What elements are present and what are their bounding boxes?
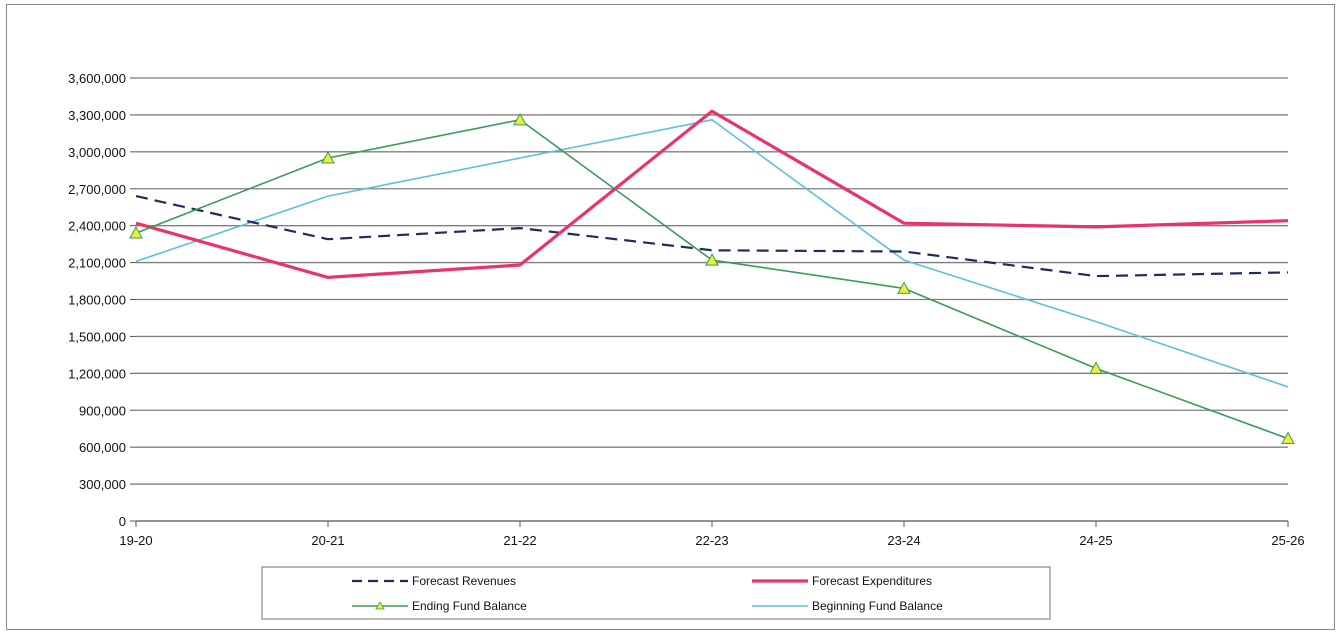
x-tick-label: 25-26 xyxy=(1271,533,1304,548)
x-tick-label: 22-23 xyxy=(695,533,728,548)
legend-label: Forecast Expenditures xyxy=(812,574,932,588)
y-tick-label: 1,200,000 xyxy=(68,366,126,381)
data-point-ending-fund-balance xyxy=(1281,431,1295,445)
x-tick-label: 21-22 xyxy=(503,533,536,548)
x-tick-label: 24-25 xyxy=(1079,533,1112,548)
gridlines xyxy=(136,77,1288,485)
y-axis: 0 300,000 600,000 900,000 1,200,000 1,500,000… xyxy=(68,71,136,529)
y-tick-label: 3,000,000 xyxy=(68,145,126,160)
x-tick-label: 20-21 xyxy=(311,533,344,548)
legend-label: Ending Fund Balance xyxy=(412,599,527,613)
x-axis: 19-20 20-21 21-22 22-23 23-24 24-25 25-26 xyxy=(119,520,1305,548)
y-tick-label: 2,400,000 xyxy=(68,219,126,234)
series-line-ending-fund-balance xyxy=(135,119,1289,440)
legend-label: Forecast Revenues xyxy=(412,574,516,588)
y-tick-label: 2,100,000 xyxy=(68,256,126,271)
y-tick-label: 0 xyxy=(119,514,126,529)
series-line-forecast-revenues xyxy=(135,195,1289,278)
y-tick-label: 2,700,000 xyxy=(68,182,126,197)
data-point-ending-fund-balance xyxy=(1089,361,1103,374)
data-point-ending-fund-balance xyxy=(705,253,719,266)
series-line-beginning-fund-balance xyxy=(135,119,1289,388)
series-lines xyxy=(129,109,1295,445)
data-point-ending-fund-balance xyxy=(321,150,335,164)
legend: Forecast Revenues Forecast Expenditures En… xyxy=(261,566,1051,620)
x-tick-label: 19-20 xyxy=(119,533,152,548)
data-point-ending-fund-balance xyxy=(897,281,911,294)
legend-box xyxy=(261,566,1051,620)
chart-frame xyxy=(6,4,1335,630)
series-line-forecast-expenditures xyxy=(135,109,1289,279)
legend-marker xyxy=(375,601,385,610)
data-point-ending-fund-balance xyxy=(129,226,143,239)
y-tick-label: 3,600,000 xyxy=(68,71,126,86)
legend-label: Beginning Fund Balance xyxy=(812,599,943,613)
y-tick-label: 3,300,000 xyxy=(68,108,126,123)
y-tick-label: 1,800,000 xyxy=(68,293,126,308)
data-point-ending-fund-balance xyxy=(513,112,527,126)
x-tick-label: 23-24 xyxy=(887,533,920,548)
y-tick-label: 900,000 xyxy=(79,403,126,418)
y-tick-label: 300,000 xyxy=(79,477,126,492)
y-tick-label: 1,500,000 xyxy=(68,329,126,344)
y-tick-label: 600,000 xyxy=(79,440,126,455)
